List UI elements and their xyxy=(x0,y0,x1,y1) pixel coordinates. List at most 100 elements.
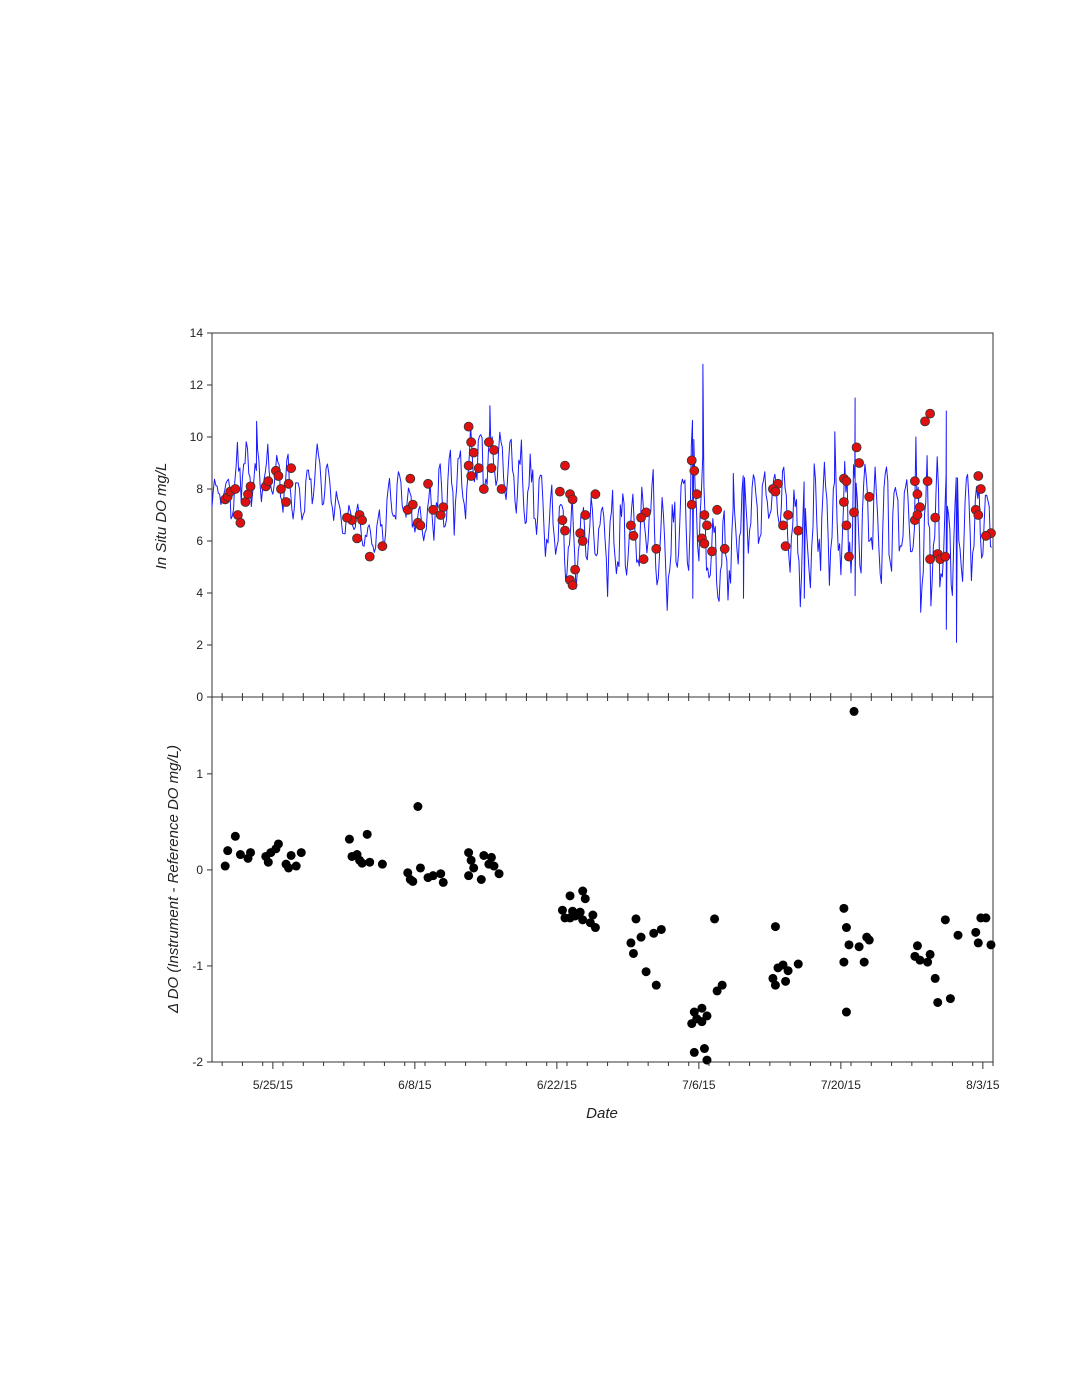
delta-do-point xyxy=(945,994,955,1004)
reference-do-point xyxy=(468,447,479,458)
reference-do-point xyxy=(357,515,368,526)
top-y-tick-label: 2 xyxy=(196,638,203,652)
top-y-tick-label: 8 xyxy=(196,482,203,496)
top-y-tick-label: 4 xyxy=(196,586,203,600)
top-y-tick-label: 0 xyxy=(196,690,203,704)
delta-do-points xyxy=(220,706,996,1065)
reference-do-point xyxy=(940,551,951,562)
delta-do-point xyxy=(489,861,499,871)
delta-do-point xyxy=(220,861,230,871)
x-tick-label: 7/20/15 xyxy=(821,1078,861,1092)
delta-do-point xyxy=(263,857,273,867)
delta-do-point xyxy=(699,1044,709,1054)
reference-do-point xyxy=(281,497,291,507)
top-y-tick-label: 12 xyxy=(190,378,204,392)
delta-do-point xyxy=(933,997,943,1007)
reference-do-point xyxy=(638,554,649,565)
delta-do-point xyxy=(656,924,666,934)
delta-do-point xyxy=(778,960,788,970)
reference-do-point xyxy=(651,543,662,554)
delta-do-point xyxy=(377,859,387,869)
delta-do-point xyxy=(925,949,935,959)
reference-do-point xyxy=(483,437,494,448)
top-panel-do-timeseries: 0 2 4 6 8 10 12 14 In Situ DO mg/L xyxy=(153,326,996,704)
delta-do-point xyxy=(436,869,446,879)
reference-do-point xyxy=(849,507,859,518)
bottom-y-tick-label: -1 xyxy=(192,959,203,973)
reference-do-point xyxy=(590,489,601,500)
reference-do-point xyxy=(473,463,484,474)
reference-do-point xyxy=(686,499,697,510)
delta-do-point xyxy=(464,871,474,881)
delta-do-point xyxy=(770,922,780,932)
reference-do-point xyxy=(981,530,991,541)
reference-do-point xyxy=(489,445,499,455)
do-timeseries-line xyxy=(211,363,992,643)
delta-do-point xyxy=(981,913,991,923)
reference-do-point xyxy=(577,536,588,546)
reference-do-point xyxy=(555,486,565,497)
shared-x-minor-ticks xyxy=(221,693,994,1066)
reference-do-point xyxy=(567,494,578,505)
reference-do-point xyxy=(245,481,256,492)
delta-do-point xyxy=(357,858,367,868)
delta-do-point xyxy=(291,861,301,871)
delta-do-point xyxy=(687,1019,697,1029)
delta-do-point xyxy=(986,940,996,950)
delta-do-point xyxy=(636,932,646,942)
reference-do-point xyxy=(560,525,570,536)
delta-do-point xyxy=(626,938,636,948)
x-tick-label: 5/25/15 xyxy=(253,1078,293,1092)
delta-do-point xyxy=(344,834,354,844)
top-y-tick-label: 14 xyxy=(190,326,204,340)
bottom-plot-area xyxy=(211,696,996,1065)
top-y-tick-label: 10 xyxy=(190,430,204,444)
reference-do-point xyxy=(844,551,854,562)
top-y-axis-title: In Situ DO mg/L xyxy=(153,463,170,570)
delta-do-point xyxy=(649,928,659,938)
reference-do-point xyxy=(407,499,418,510)
reference-do-point xyxy=(778,520,788,531)
reference-do-point xyxy=(712,504,723,515)
delta-do-point xyxy=(415,863,425,873)
x-tick-label: 8/3/15 xyxy=(966,1078,1000,1092)
x-tick-label: 7/6/15 xyxy=(682,1078,716,1092)
reference-do-point xyxy=(276,484,286,494)
delta-do-point xyxy=(953,930,963,940)
delta-do-point xyxy=(859,957,869,967)
bottom-y-axis: -2 -1 0 1 xyxy=(192,767,212,1069)
reference-do-point xyxy=(864,491,875,502)
delta-do-point xyxy=(628,948,638,958)
delta-do-point xyxy=(575,907,585,917)
reference-do-point xyxy=(973,471,984,481)
delta-do-point xyxy=(710,914,720,924)
reference-do-point xyxy=(973,510,984,520)
delta-do-point xyxy=(770,980,780,990)
delta-do-point xyxy=(466,855,476,865)
bottom-plot-frame xyxy=(211,696,994,1063)
delta-do-point xyxy=(223,846,233,856)
delta-do-point xyxy=(864,935,874,945)
delta-do-point xyxy=(476,875,486,884)
reference-do-point xyxy=(466,437,477,448)
reference-do-point xyxy=(496,484,507,494)
reference-do-point xyxy=(438,502,449,513)
delta-do-point xyxy=(712,986,722,996)
reference-do-point xyxy=(423,478,433,489)
reference-do-point xyxy=(975,484,986,494)
delta-do-point xyxy=(910,951,920,961)
reference-do-point xyxy=(689,465,700,476)
reference-do-point xyxy=(230,484,241,494)
delta-do-point xyxy=(296,848,306,858)
delta-do-point xyxy=(697,1003,707,1013)
delta-do-point xyxy=(923,957,933,967)
reference-do-point xyxy=(283,478,294,489)
delta-do-point xyxy=(438,877,448,887)
reference-do-point xyxy=(377,541,388,552)
delta-do-point xyxy=(930,973,940,983)
reference-do-point xyxy=(780,541,791,552)
reference-do-points xyxy=(220,408,996,591)
x-axis: 5/25/15 6/8/15 6/22/15 7/6/15 7/20/15 8/3/15 xyxy=(221,693,1000,1092)
